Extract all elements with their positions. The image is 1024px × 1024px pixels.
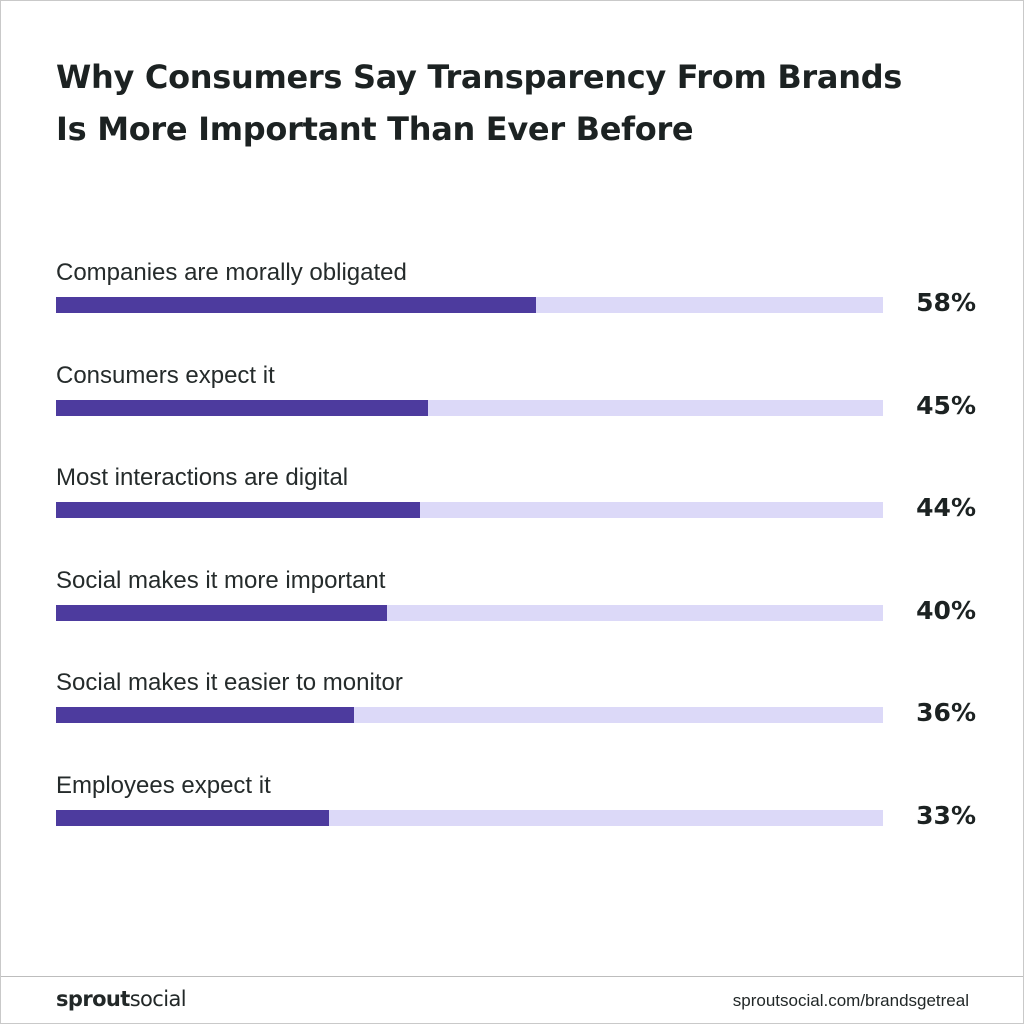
category-label: Employees expect it bbox=[56, 772, 271, 799]
chart-title: Why Consumers Say Transparency From Bran… bbox=[56, 51, 976, 155]
value-label: 40% bbox=[916, 596, 976, 625]
bar-row: Social makes it more important 40% bbox=[56, 566, 976, 626]
bar-track bbox=[56, 707, 883, 723]
bar-row: Employees expect it 33% bbox=[56, 771, 976, 831]
category-label: Consumers expect it bbox=[56, 362, 275, 389]
bar bbox=[56, 707, 354, 723]
bar-track bbox=[56, 297, 883, 313]
bar-row: Social makes it easier to monitor 36% bbox=[56, 668, 976, 728]
logo-word-social: social bbox=[129, 987, 187, 1011]
bar bbox=[56, 502, 420, 518]
bar-row: Most interactions are digital 44% bbox=[56, 463, 976, 523]
category-label: Social makes it easier to monitor bbox=[56, 669, 403, 696]
value-label: 45% bbox=[916, 391, 976, 420]
bar-track bbox=[56, 605, 883, 621]
category-label: Social makes it more important bbox=[56, 567, 386, 594]
logo-word-sprout: sprout bbox=[56, 987, 130, 1011]
category-label: Companies are morally obligated bbox=[56, 259, 407, 286]
value-label: 36% bbox=[916, 698, 976, 727]
bar bbox=[56, 297, 536, 313]
value-label: 33% bbox=[916, 801, 976, 830]
bar bbox=[56, 400, 428, 416]
value-label: 44% bbox=[916, 493, 976, 522]
source-url: sproutsocial.com/brandsgetreal bbox=[732, 991, 969, 1010]
value-label: 58% bbox=[916, 288, 976, 317]
chart-title-line-2: Is More Important Than Ever Before bbox=[56, 110, 694, 148]
bar-track bbox=[56, 400, 883, 416]
footer-divider bbox=[1, 976, 1023, 977]
category-label: Most interactions are digital bbox=[56, 464, 349, 491]
bar bbox=[56, 605, 387, 621]
bar-track bbox=[56, 502, 883, 518]
bar-row: Consumers expect it 45% bbox=[56, 361, 976, 421]
chart-title-line-1: Why Consumers Say Transparency From Bran… bbox=[56, 58, 903, 96]
sprout-social-logo: sproutsocial bbox=[56, 987, 187, 1011]
bar-track bbox=[56, 810, 883, 826]
bar bbox=[56, 810, 329, 826]
bar-row: Companies are morally obligated 58% bbox=[56, 258, 976, 318]
